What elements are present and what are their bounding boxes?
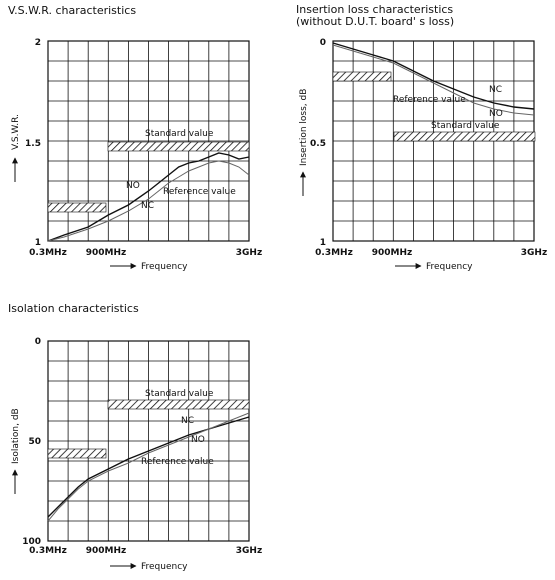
series-line-no (47, 412, 250, 522)
insertion-ytick: 0.5 (310, 139, 326, 149)
vswr-xtick: 900MHz (86, 248, 127, 258)
isolation-ytick: 0 (35, 337, 41, 347)
isolation-standard-label: Standard value (145, 389, 214, 399)
isolation-ytick: 50 (28, 437, 41, 447)
isolation-label-no: NO (191, 435, 205, 445)
vswr-grid (47, 40, 250, 242)
insertion-standard-label: Standard value (431, 121, 500, 131)
vswr-standard-band-high (107, 141, 250, 152)
isolation-series (47, 412, 250, 522)
vswr-standard-label: Standard value (145, 129, 214, 139)
vswr-ytick: 2 (35, 38, 41, 48)
insertion-xlabel: Frequency (426, 262, 473, 272)
isolation-xlabel: Frequency (141, 562, 188, 572)
series-line-no (47, 152, 250, 242)
vswr-ytick: 1 (35, 238, 41, 248)
vswr-label-nc: NC (141, 201, 154, 211)
vswr-ytick: 1.5 (25, 139, 41, 149)
isolation-standard-band-low (47, 448, 107, 459)
isolation-ytick: 100 (22, 537, 41, 547)
vswr-label-no: NO (126, 181, 140, 191)
insertion-series (332, 42, 535, 116)
isolation-chart: Isolation characteristics 0 50 100 0.3MH… (8, 302, 262, 572)
insertion-ytick: 1 (320, 238, 326, 248)
isolation-standard-band-high (107, 399, 250, 410)
insertion-label-nc: NC (489, 85, 502, 95)
vswr-xtick: 0.3MHz (29, 248, 67, 258)
isolation-label-ref: Reference value (141, 457, 214, 467)
series-line-nc (47, 160, 250, 242)
vswr-ylabel: V.S.W.R. (11, 114, 21, 150)
isolation-title: Isolation characteristics (8, 302, 139, 315)
insertion-standard-band-high (393, 131, 536, 142)
isolation-xtick: 900MHz (86, 546, 127, 556)
insertion-ylabel: Insertion loss, dB (299, 89, 309, 166)
insertion-ytick: 0 (320, 38, 326, 48)
insertion-xtick: 0.3MHz (315, 248, 353, 258)
vswr-xlabel: Frequency (141, 262, 188, 272)
insertion-chart: Insertion loss characteristics (without … (296, 3, 547, 272)
vswr-label-ref: Reference value (163, 187, 236, 197)
vswr-series (47, 152, 250, 242)
insertion-xtick: 900MHz (372, 248, 413, 258)
vswr-title: V.S.W.R. characteristics (8, 4, 136, 17)
series-line-nc (332, 42, 535, 110)
insertion-standard-band-low (332, 71, 392, 82)
insertion-label-ref: Reference value (393, 95, 466, 105)
isolation-ylabel: Isolation, dB (11, 408, 21, 464)
vswr-standard-band-low (47, 202, 107, 213)
isolation-xtick: 0.3MHz (29, 546, 67, 556)
isolation-grid (47, 340, 250, 542)
series-line-no (332, 44, 535, 116)
isolation-xtick: 3GHz (236, 546, 262, 556)
vswr-xtick: 3GHz (236, 248, 262, 258)
insertion-title: Insertion loss characteristics (296, 3, 453, 16)
insertion-xtick: 3GHz (521, 248, 547, 258)
vswr-chart: V.S.W.R. characteristics 2 1.5 1 0.3MHz … (8, 4, 262, 272)
insertion-label-no: NO (489, 109, 503, 119)
insertion-subtitle: (without D.U.T. board' s loss) (296, 15, 454, 28)
isolation-label-nc: NC (181, 416, 194, 426)
